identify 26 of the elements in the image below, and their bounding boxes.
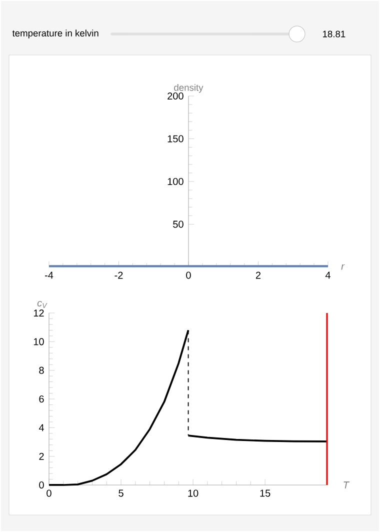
y-tick-label: 50 xyxy=(173,220,184,228)
y-tick-label: 12 xyxy=(34,310,44,316)
x-tick-label: 5 xyxy=(118,490,124,497)
x-tick-label: 4 xyxy=(325,272,330,279)
y-tick-label: 2 xyxy=(39,452,44,460)
y-tick-label: 0 xyxy=(39,481,44,489)
y-tick-label: 6 xyxy=(39,395,44,403)
x-tick-label: 10 xyxy=(188,490,198,497)
y-tick-label: 10 xyxy=(34,338,44,346)
y-tick-label: 4 xyxy=(38,424,44,432)
y-tick-label: 100 xyxy=(168,178,184,186)
y-tick-label: 150 xyxy=(168,135,184,142)
x-axis-title: r xyxy=(341,264,345,270)
text: 18.81 xyxy=(322,30,346,38)
y-tick-label: 8 xyxy=(39,366,44,374)
x-axis-title: T xyxy=(344,482,350,488)
x-tick-label: -2 xyxy=(114,272,123,279)
x-tick-label: -4 xyxy=(44,272,54,279)
y-axis-title: c$_{V}$ xyxy=(37,300,48,308)
y-tick-label: 200 xyxy=(168,92,184,100)
x-tick-label: 2 xyxy=(256,272,261,279)
text: temperature in kelvin xyxy=(12,30,98,38)
x-tick-label: 0 xyxy=(46,490,52,497)
y-axis-title: density xyxy=(174,84,204,93)
x-tick-label: 0 xyxy=(186,272,191,279)
x-tick-label: 15 xyxy=(260,490,270,497)
